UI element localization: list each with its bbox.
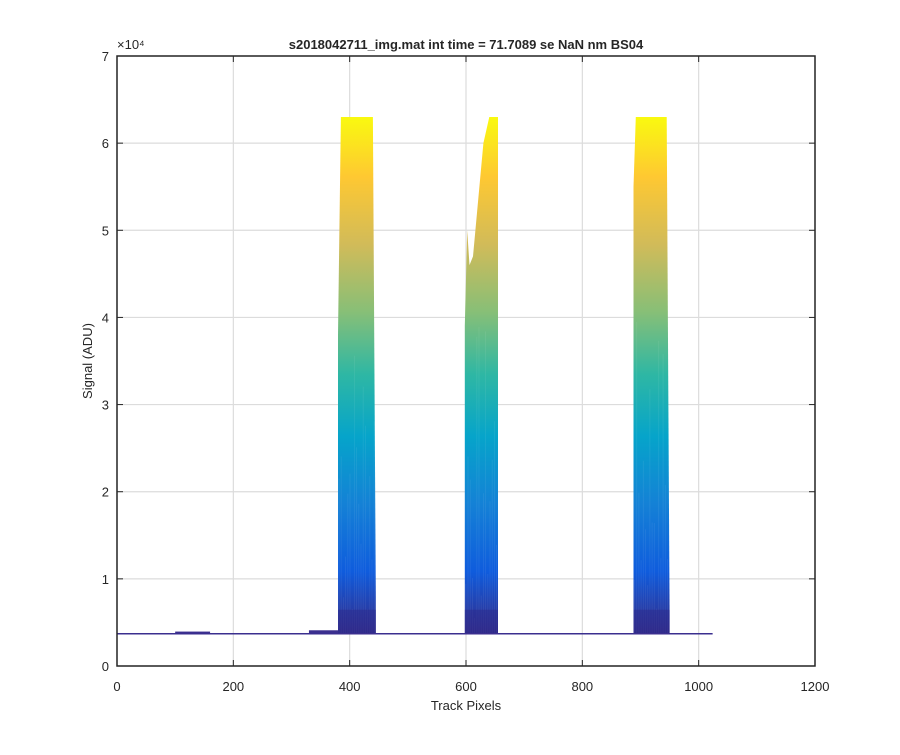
peak-3-base <box>633 609 670 634</box>
y-tick-label: 4 <box>102 310 109 325</box>
data-layer <box>117 117 713 635</box>
x-tick-label: 0 <box>113 679 120 694</box>
y-exponent-label: ×10⁴ <box>117 37 145 52</box>
y-tick-label: 1 <box>102 572 109 587</box>
x-tick-label: 600 <box>455 679 477 694</box>
x-tick-label: 200 <box>222 679 244 694</box>
peak-1-base <box>338 609 376 634</box>
y-axis-label: Signal (ADU) <box>80 323 95 399</box>
peak-3-area <box>633 117 670 634</box>
chart-title: s2018042711_img.mat int time = 71.7089 s… <box>289 37 644 52</box>
y-tick-label: 6 <box>102 136 109 151</box>
grid-layer <box>116 55 816 667</box>
x-tick-label: 1000 <box>684 679 713 694</box>
y-tick-label: 0 <box>102 659 109 674</box>
tick-layer: 0 200 400 600 800 1000 1200 0 1 2 3 4 5 6 7 <box>102 49 830 694</box>
x-tick-label: 1200 <box>801 679 830 694</box>
baseline-bump <box>308 630 339 634</box>
y-tick-label: 5 <box>102 223 109 238</box>
y-tick-label: 3 <box>102 398 109 413</box>
y-tick-label: 7 <box>102 49 109 64</box>
peak-2-area <box>464 117 498 634</box>
y-tick-label: 2 <box>102 485 109 500</box>
x-tick-label: 800 <box>571 679 593 694</box>
peak-1-area <box>338 117 376 634</box>
peak-2-base <box>464 609 498 634</box>
x-axis-label: Track Pixels <box>431 698 502 713</box>
x-tick-label: 400 <box>339 679 361 694</box>
baseline-bump <box>175 631 211 634</box>
